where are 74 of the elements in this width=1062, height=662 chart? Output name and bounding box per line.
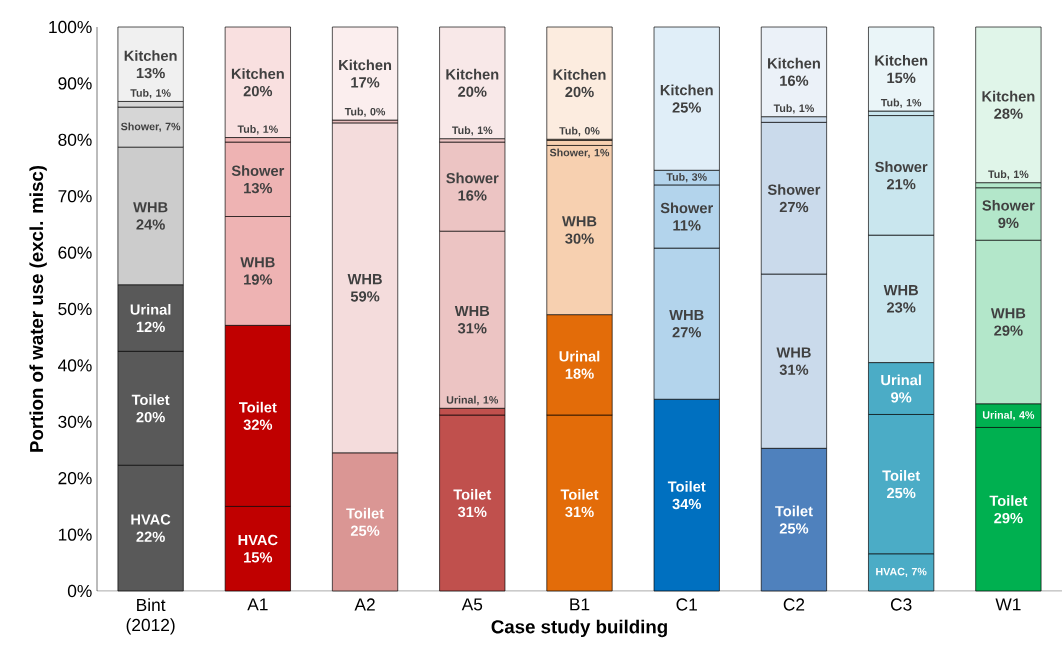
data-label: Urinal 18% bbox=[559, 350, 600, 379]
data-label: Shower 11% bbox=[660, 202, 713, 231]
data-label: Kitchen 16% bbox=[768, 57, 820, 86]
data-label: WHB 31% bbox=[776, 347, 811, 375]
y-tick-label: 0% bbox=[67, 584, 92, 598]
y-tick-label: 80% bbox=[58, 133, 92, 146]
data-label: Kitchen 13% bbox=[124, 50, 177, 79]
data-label: WHB 24% bbox=[133, 202, 168, 230]
data-label: Urinal, 4% bbox=[982, 410, 1035, 421]
y-tick-label: 60% bbox=[58, 246, 92, 259]
data-label: Toilet 31% bbox=[560, 488, 599, 518]
data-label: HVAC, 7% bbox=[876, 567, 927, 577]
x-tick-label: W1 bbox=[995, 598, 1021, 611]
y-tick-label: 90% bbox=[58, 77, 92, 90]
data-label: WHB 29% bbox=[990, 308, 1026, 336]
y-tick-label: 20% bbox=[58, 472, 92, 485]
data-label: Toilet 25% bbox=[882, 470, 920, 499]
x-tick-label: A2 bbox=[354, 598, 375, 611]
y-tick-label: 40% bbox=[58, 359, 92, 372]
data-label: WHB 27% bbox=[669, 309, 704, 338]
data-label: HVAC 22% bbox=[131, 514, 171, 542]
data-label: Tub, 1% bbox=[452, 126, 493, 136]
x-tick-label: Bint (2012) bbox=[126, 598, 175, 635]
data-label: Shower 27% bbox=[767, 184, 821, 213]
data-label: Kitchen 15% bbox=[875, 54, 928, 84]
data-label: WHB 31% bbox=[454, 305, 490, 334]
data-label: HVAC 15% bbox=[238, 534, 278, 563]
data-label: Tub, 1% bbox=[237, 125, 278, 135]
data-label: Kitchen 17% bbox=[339, 59, 392, 88]
x-tick-label: B1 bbox=[570, 598, 590, 611]
data-label: Kitchen 20% bbox=[231, 68, 284, 97]
data-label: WHB 19% bbox=[240, 257, 275, 285]
data-label: Toilet 31% bbox=[453, 488, 492, 518]
data-label: Shower 9% bbox=[982, 199, 1035, 229]
data-label: Urinal, 1% bbox=[446, 395, 499, 406]
data-label: Tub, 3% bbox=[666, 172, 707, 183]
data-label: Shower 13% bbox=[231, 165, 285, 194]
data-label: Urinal 9% bbox=[881, 374, 921, 403]
x-tick-label: C1 bbox=[676, 598, 697, 611]
data-label: Toilet 25% bbox=[346, 507, 384, 536]
x-tick-label: A5 bbox=[461, 598, 483, 611]
data-label: Toilet 25% bbox=[775, 505, 813, 534]
data-label: Toilet 32% bbox=[238, 401, 277, 430]
y-axis-title: Portion of water use (excl. misc) bbox=[29, 165, 47, 452]
data-label: Urinal 12% bbox=[130, 303, 171, 333]
data-label: Kitchen 25% bbox=[660, 84, 713, 113]
data-label: Tub, 0% bbox=[344, 107, 386, 117]
data-label: Kitchen 20% bbox=[446, 68, 499, 97]
data-label: Shower, 7% bbox=[120, 122, 181, 132]
x-tick-label: C3 bbox=[890, 598, 912, 611]
x-tick-label: A1 bbox=[247, 598, 268, 611]
data-label: Toilet 34% bbox=[667, 481, 706, 510]
x-axis-title: Case study building bbox=[491, 619, 667, 638]
data-label: Shower 16% bbox=[446, 172, 499, 201]
y-tick-label: 10% bbox=[58, 528, 92, 541]
data-label: Tub, 1% bbox=[880, 98, 922, 108]
data-label: Tub, 0% bbox=[559, 126, 600, 137]
data-label: Tub, 1% bbox=[988, 170, 1029, 180]
data-label: WHB 59% bbox=[347, 274, 382, 302]
data-label: Toilet 29% bbox=[989, 495, 1028, 524]
data-label: Shower 21% bbox=[875, 161, 928, 190]
data-label: Tub, 1% bbox=[130, 88, 171, 99]
y-tick-label: 30% bbox=[58, 415, 92, 428]
data-label: WHB 30% bbox=[562, 216, 597, 244]
data-label: Shower, 1% bbox=[549, 148, 610, 158]
y-tick-label: 100% bbox=[49, 20, 92, 34]
data-label: Kitchen 20% bbox=[553, 69, 606, 98]
data-label: Kitchen 28% bbox=[982, 90, 1035, 119]
data-label: Tub, 1% bbox=[773, 104, 815, 114]
y-tick-label: 70% bbox=[58, 190, 92, 203]
data-label: WHB 23% bbox=[883, 285, 918, 313]
y-tick-label: 50% bbox=[58, 302, 92, 316]
data-label: Toilet 20% bbox=[131, 394, 170, 423]
x-tick-label: C2 bbox=[783, 598, 805, 611]
